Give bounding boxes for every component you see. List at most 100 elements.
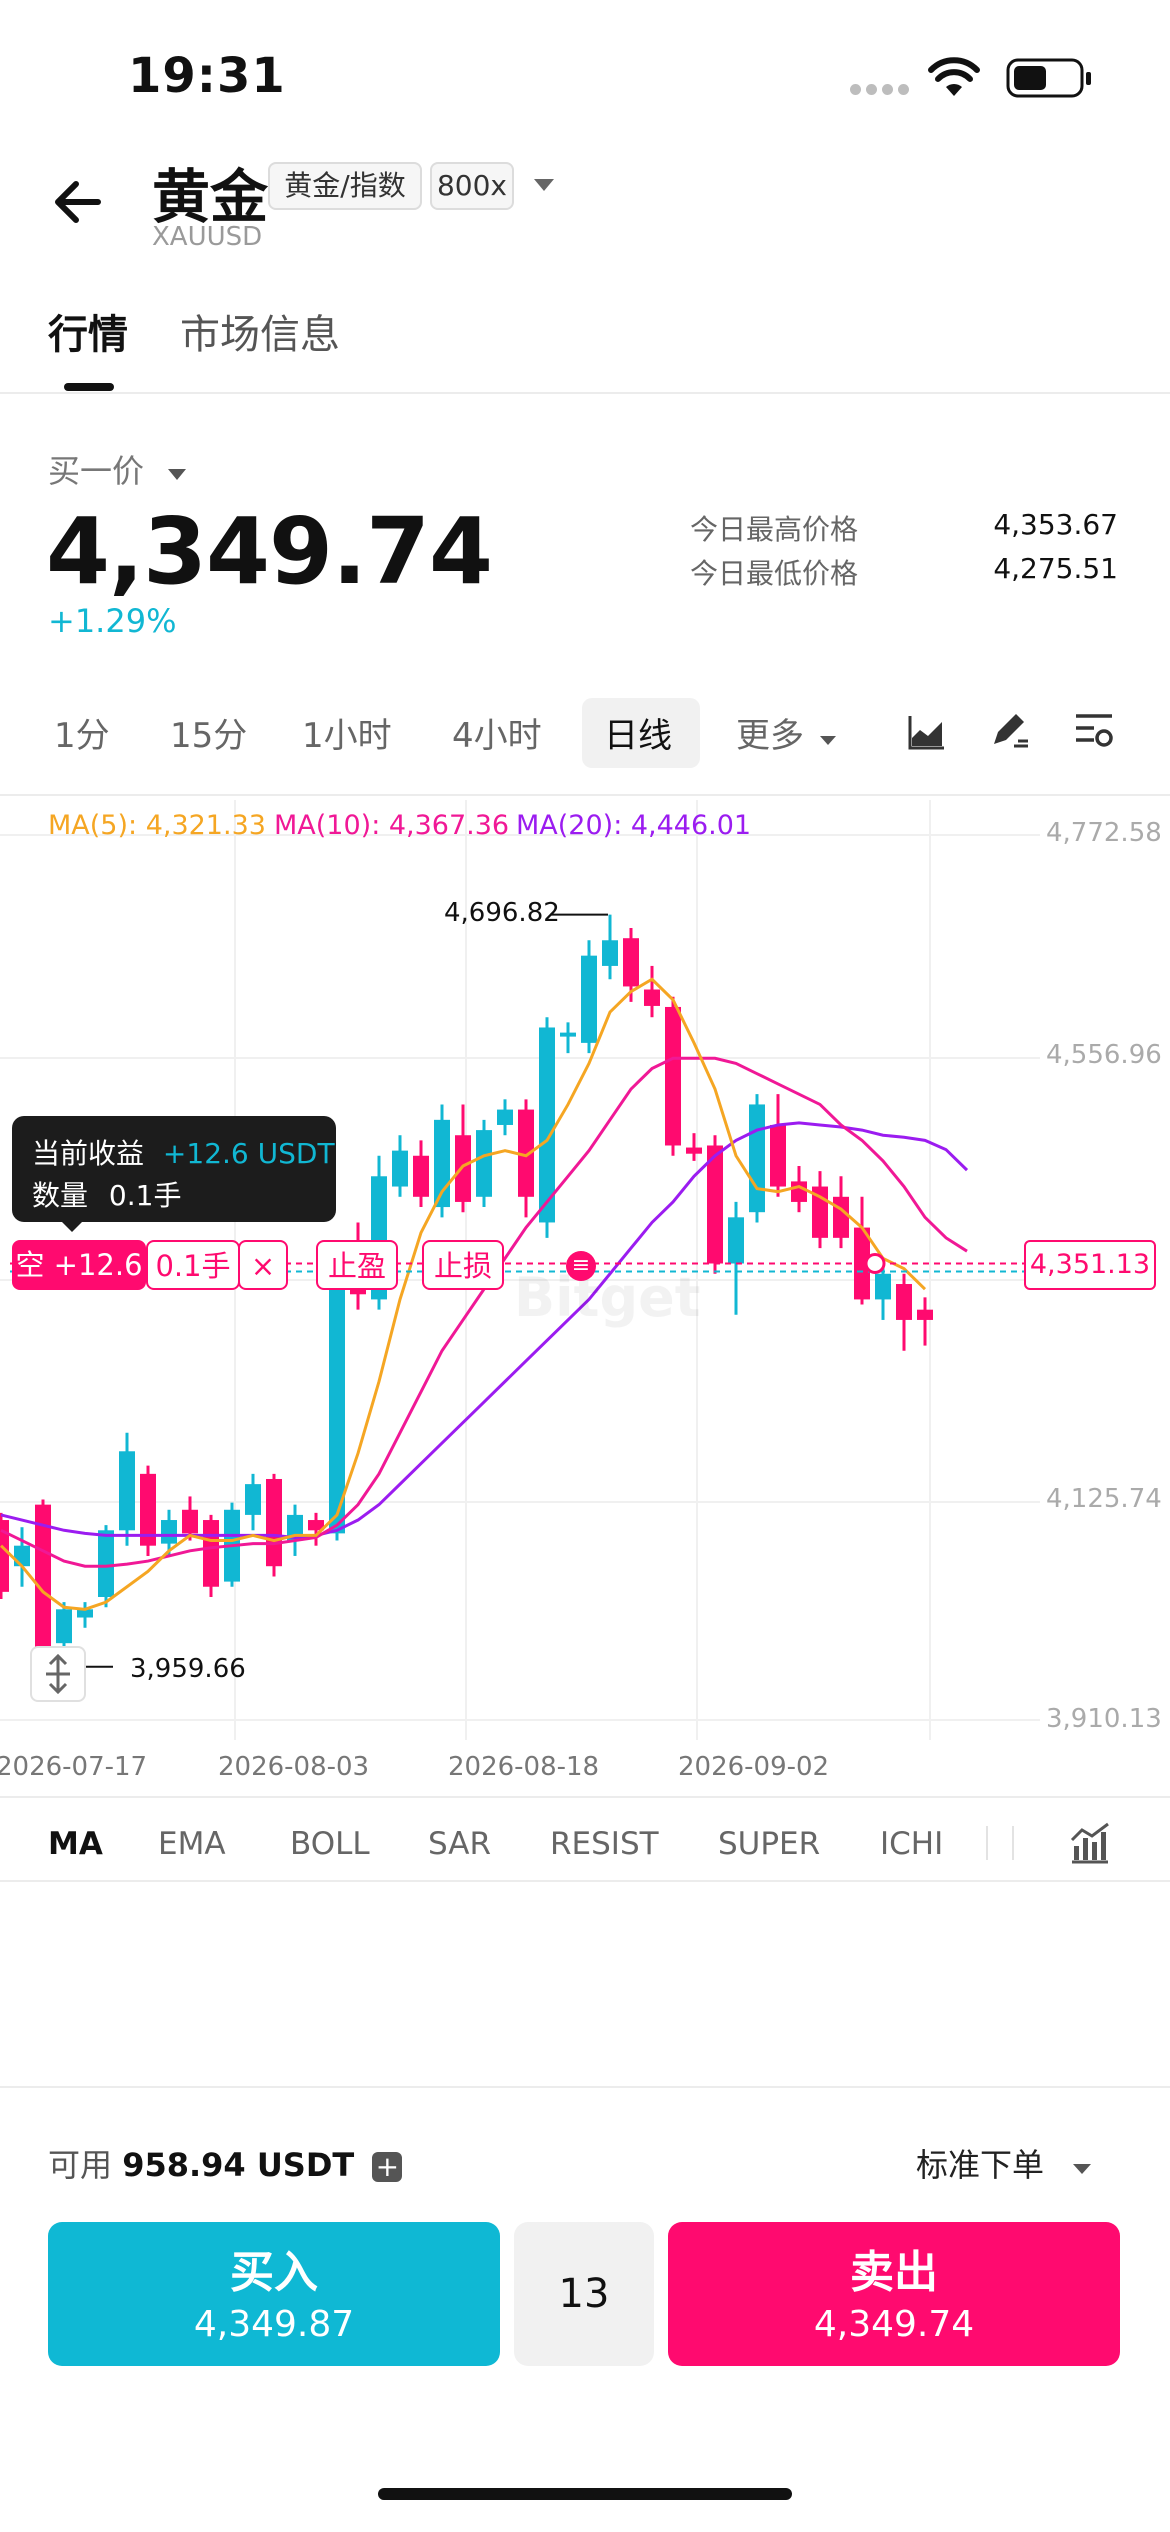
ma20-legend: MA(20): 4,446.01 <box>516 810 752 841</box>
caret-down-icon <box>819 736 836 745</box>
y-axis-tick: 3,910.13 <box>1046 1704 1162 1734</box>
active-tab-indicator <box>64 383 114 391</box>
candle-body <box>539 1027 555 1223</box>
instrument-dropdown-icon[interactable] <box>532 176 556 194</box>
last-price: 4,349.74 <box>46 498 493 605</box>
candle-body <box>392 1150 408 1187</box>
buy-price: 4,349.87 <box>193 2304 355 2345</box>
indicator-resist[interactable]: RESIST <box>550 1826 659 1862</box>
qty-value: 0.1手 <box>108 1179 182 1212</box>
interval-1m[interactable]: 1分 <box>54 716 110 756</box>
x-axis-tick: 2026-08-18 <box>448 1752 600 1782</box>
day-low-value: 4,275.51 <box>993 552 1118 585</box>
candle-body <box>119 1451 135 1531</box>
wifi-icon <box>928 57 980 96</box>
indicator-sar[interactable]: SAR <box>428 1826 491 1862</box>
y-axis-tick: 4,772.58 <box>1046 818 1162 848</box>
order-type-label: 标准下单 <box>916 2146 1045 2184</box>
buy-label: 买入 <box>230 2247 318 2298</box>
indicator-ema[interactable]: EMA <box>158 1826 226 1862</box>
candle-body <box>833 1196 849 1238</box>
interval-more[interactable]: 更多 <box>736 708 837 757</box>
bid-price-label[interactable]: 买一价 <box>48 446 188 492</box>
sell-label: 卖出 <box>850 2247 938 2298</box>
indicator-boll[interactable]: BOLL <box>290 1826 370 1862</box>
stop-loss-button[interactable]: 止损 <box>422 1240 504 1290</box>
position-short-badge[interactable]: 空 +12.6 <box>12 1240 146 1290</box>
candle-body <box>917 1309 933 1320</box>
divider <box>0 794 1170 796</box>
sell-button[interactable]: 卖出 4,349.74 <box>668 2222 1120 2366</box>
scale-toggle-button[interactable] <box>30 1646 86 1702</box>
candle-body <box>308 1520 324 1531</box>
candle-body <box>728 1217 744 1264</box>
active-interval-bg <box>582 698 700 768</box>
interval-4h[interactable]: 4小时 <box>452 716 542 756</box>
divider <box>0 1796 1170 1798</box>
candle-body <box>77 1609 93 1618</box>
signal-icon <box>850 80 910 100</box>
candle-body <box>560 1032 576 1037</box>
indicator-settings-icon[interactable] <box>1072 710 1116 752</box>
candle-body <box>413 1155 429 1197</box>
price-change: +1.29% <box>48 602 177 640</box>
draw-tool-icon[interactable] <box>988 708 1032 752</box>
candle-body <box>14 1545 30 1567</box>
divider <box>0 392 1170 394</box>
buy-button[interactable]: 买入 4,349.87 <box>48 2222 500 2366</box>
indicator-ichi[interactable]: ICHI <box>880 1826 944 1862</box>
leverage-tag: 800x <box>430 162 514 210</box>
candle-body <box>497 1109 513 1125</box>
close-position-button[interactable]: × <box>238 1240 288 1290</box>
add-funds-icon[interactable]: + <box>372 2152 403 2182</box>
category-tag: 黄金/指数 <box>268 162 422 210</box>
candle-body <box>56 1609 72 1644</box>
candle-body <box>266 1478 282 1567</box>
ma5-legend: MA(5): 4,321.33 <box>48 810 266 841</box>
tab-market[interactable]: 行情 <box>48 312 128 358</box>
indicator-ma[interactable]: MA <box>48 1826 103 1862</box>
caret-down-icon <box>168 469 187 480</box>
interval-1d[interactable]: 日线 <box>604 716 672 756</box>
back-arrow-icon[interactable] <box>48 172 108 232</box>
candle-body <box>329 1273 345 1534</box>
home-indicator[interactable] <box>378 2488 792 2500</box>
sell-price: 4,349.74 <box>813 2304 975 2345</box>
indicator-settings-chart-icon[interactable] <box>1068 1822 1112 1864</box>
candle-body <box>98 1530 114 1597</box>
x-axis-tick: 2026-08-03 <box>218 1752 370 1782</box>
candle-body <box>161 1520 177 1544</box>
candle-body <box>476 1130 492 1197</box>
ma20-line <box>0 1121 969 1539</box>
ma10-legend: MA(10): 4,367.36 <box>274 810 510 841</box>
caret-down-icon <box>1073 2164 1092 2174</box>
candle-body <box>749 1104 765 1213</box>
divider <box>0 1880 1170 1882</box>
drag-handle[interactable]: ≡ <box>566 1251 596 1281</box>
order-type-select[interactable]: 标准下单 <box>916 2140 1092 2186</box>
indicator-super[interactable]: SUPER <box>718 1826 821 1862</box>
tab-market-info[interactable]: 市场信息 <box>180 312 340 358</box>
pnl-tooltip: 当前收益 +12.6 USDT 数量 0.1手 <box>12 1116 336 1232</box>
candle-body <box>203 1520 219 1587</box>
available-value: 958.94 USDT <box>122 2146 355 2184</box>
status-time: 19:31 <box>128 48 286 104</box>
instrument-title[interactable]: 黄金 <box>152 163 269 231</box>
available-balance: 可用 958.94 USDT + <box>48 2140 403 2186</box>
candle-body <box>791 1181 807 1202</box>
chart-type-icon[interactable] <box>906 712 946 752</box>
take-profit-button[interactable]: 止盈 <box>316 1240 398 1290</box>
x-axis-tick: 2026-07-17 <box>0 1752 148 1782</box>
interval-more-label: 更多 <box>736 716 804 756</box>
interval-1h[interactable]: 1小时 <box>302 716 392 756</box>
candle-body <box>455 1135 471 1202</box>
position-size-button[interactable]: 0.1手 <box>146 1240 240 1290</box>
candle-body <box>896 1284 912 1320</box>
interval-15m[interactable]: 15分 <box>170 716 248 756</box>
chart-high-marker: 4,696.82 <box>444 898 560 928</box>
quantity-field[interactable]: 13 <box>514 2222 654 2366</box>
chart-watermark: Bitget <box>514 1266 701 1329</box>
candle-body <box>602 940 618 966</box>
candle-body <box>665 1006 681 1146</box>
day-high-label: 今日最高价格 <box>690 513 859 546</box>
